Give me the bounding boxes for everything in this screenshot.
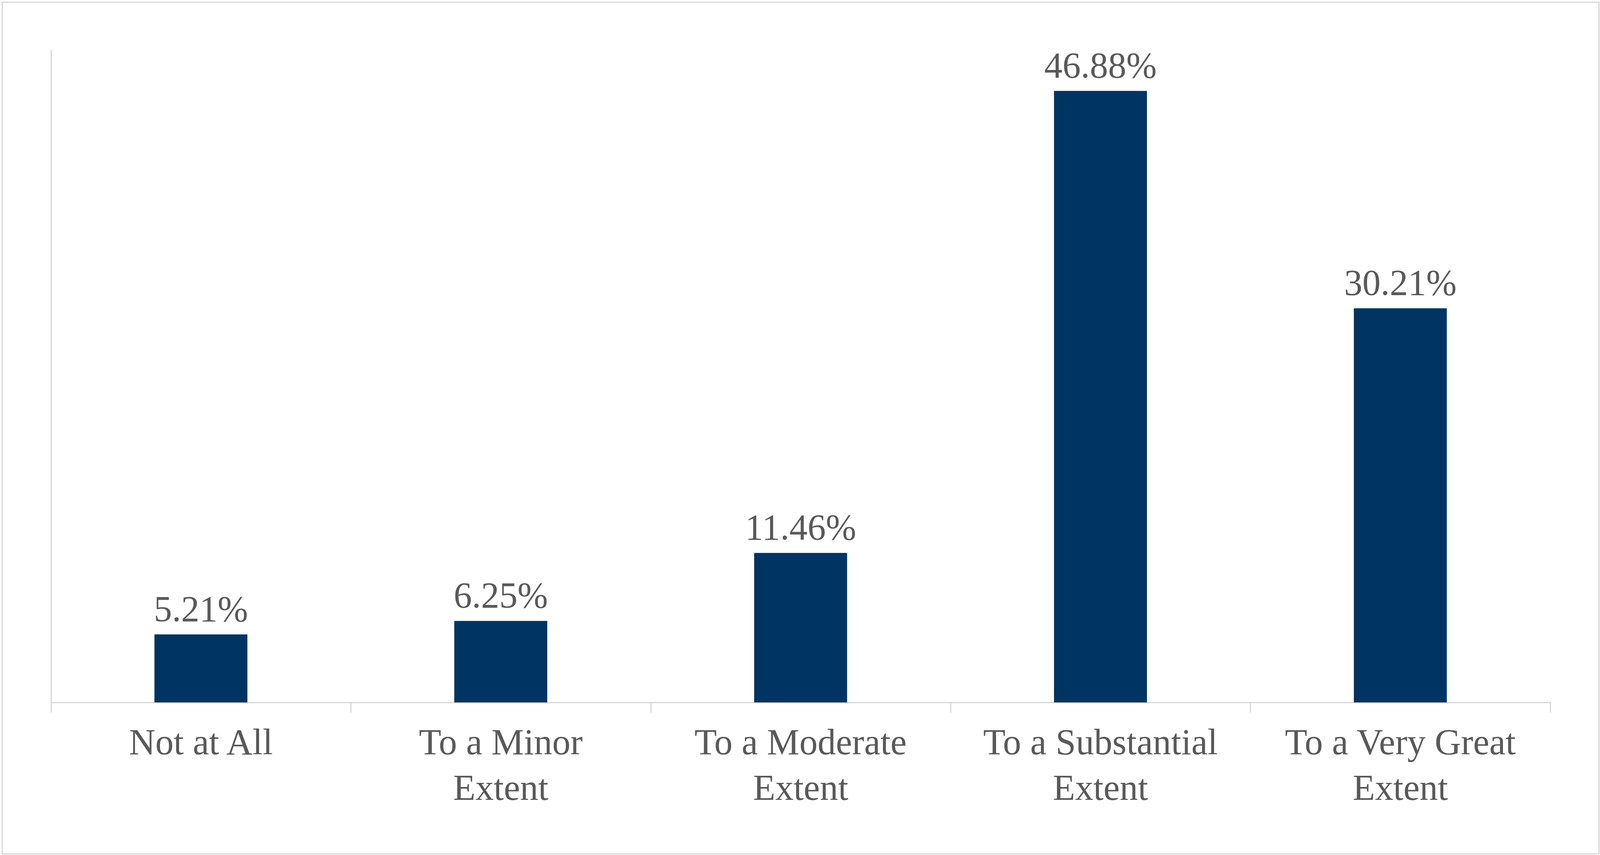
svg-text:Not at All: Not at All (128, 721, 273, 762)
svg-text:To a Substantial: To a Substantial (983, 721, 1218, 762)
svg-text:30.21%: 30.21% (1344, 262, 1457, 303)
svg-text:Extent: Extent (1052, 767, 1149, 808)
svg-text:Extent: Extent (453, 767, 549, 808)
svg-text:To a Moderate: To a Moderate (694, 721, 907, 762)
svg-text:Extent: Extent (753, 767, 849, 808)
svg-text:To a Minor: To a Minor (419, 721, 583, 762)
svg-text:Extent: Extent (1352, 767, 1448, 808)
svg-text:46.88%: 46.88% (1044, 45, 1157, 86)
svg-text:11.46%: 11.46% (744, 506, 856, 548)
svg-text:To a Very Great: To a Very Great (1284, 721, 1516, 762)
svg-text:6.25%: 6.25% (453, 574, 548, 616)
svg-text:5.21%: 5.21% (153, 588, 248, 629)
